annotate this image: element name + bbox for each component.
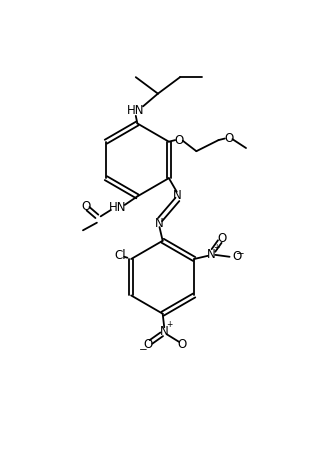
Text: N: N	[160, 325, 169, 337]
Text: O: O	[217, 232, 226, 245]
Text: O: O	[174, 134, 184, 147]
Text: O: O	[81, 200, 90, 213]
Text: O: O	[224, 132, 233, 145]
Text: HN: HN	[109, 201, 127, 214]
Text: O: O	[233, 250, 242, 263]
Text: N: N	[155, 217, 164, 230]
Text: +: +	[213, 243, 219, 252]
Text: −: −	[139, 345, 148, 355]
Text: N: N	[207, 248, 216, 261]
Text: +: +	[166, 320, 172, 329]
Text: O: O	[177, 338, 186, 351]
Text: N: N	[172, 189, 181, 202]
Text: O: O	[144, 338, 153, 351]
Text: −: −	[236, 249, 244, 259]
Text: HN: HN	[127, 104, 145, 116]
Text: Cl: Cl	[114, 249, 126, 262]
